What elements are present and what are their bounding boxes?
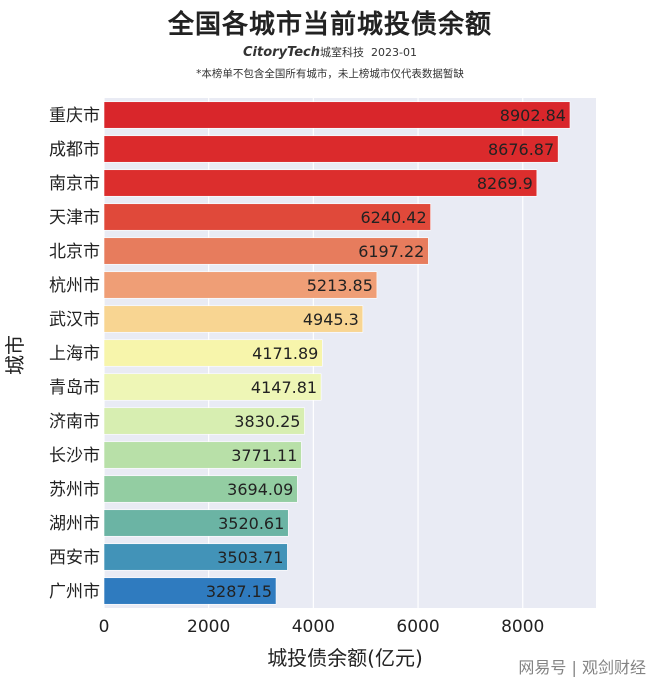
value-label-9: 3830.25 (234, 412, 300, 431)
category-label-7: 上海市 (49, 344, 100, 364)
brand-name: 城室科技 (320, 46, 365, 59)
bar-10 (103, 441, 302, 469)
category-label-6: 武汉市 (49, 310, 100, 330)
watermark: 网易号 | 观剑财经 (518, 658, 646, 677)
category-label-1: 成都市 (49, 140, 100, 160)
bar-2 (103, 169, 538, 197)
x-tick-label-4: 8000 (501, 617, 544, 637)
value-label-3: 6240.42 (360, 208, 426, 227)
category-label-14: 广州市 (49, 582, 100, 602)
value-label-6: 4945.3 (303, 310, 359, 329)
bar-5 (103, 271, 378, 299)
value-label-12: 3520.61 (218, 514, 284, 533)
value-label-10: 3771.11 (231, 446, 297, 465)
brand-line: CitoryTech城室科技 2023-01 (0, 44, 660, 60)
bar-9 (103, 407, 305, 435)
category-label-5: 杭州市 (49, 276, 100, 296)
y-axis-label: 城市 (3, 335, 27, 375)
category-label-8: 青岛市 (49, 378, 100, 398)
value-label-14: 3287.15 (206, 582, 272, 601)
value-label-13: 3503.71 (217, 548, 283, 567)
brand-date: 2023-01 (371, 46, 417, 59)
bar-4 (103, 237, 429, 265)
value-label-11: 3694.09 (227, 480, 293, 499)
chart-note: *本榜单不包含全国所有城市，未上榜城市仅代表数据暂缺 (196, 68, 464, 80)
value-label-2: 8269.9 (477, 174, 533, 193)
category-label-12: 湖州市 (49, 514, 100, 534)
x-tick-label-3: 6000 (396, 617, 439, 637)
category-label-2: 南京市 (49, 174, 100, 194)
bar-7 (103, 339, 323, 367)
category-label-0: 重庆市 (49, 106, 100, 126)
value-label-5: 5213.85 (307, 276, 373, 295)
bar-14 (103, 577, 277, 605)
bar-6 (103, 305, 364, 333)
bar-0 (103, 101, 571, 129)
x-tick-label-2: 4000 (292, 617, 335, 637)
value-label-4: 6197.22 (358, 242, 424, 261)
category-label-13: 西安市 (49, 548, 100, 568)
bar-3 (103, 203, 431, 231)
value-label-1: 8676.87 (488, 140, 554, 159)
brand-logo: CitoryTech (243, 45, 321, 60)
x-axis-label: 城投债余额(亿元) (267, 646, 423, 670)
value-label-8: 4147.81 (251, 378, 317, 397)
bar-1 (103, 135, 559, 163)
bar-13 (103, 543, 288, 571)
bar-11 (103, 475, 298, 503)
category-label-9: 济南市 (49, 412, 100, 432)
category-label-10: 长沙市 (49, 446, 100, 466)
category-label-4: 北京市 (49, 242, 100, 262)
chart-title: 全国各城市当前城投债余额 (167, 10, 492, 40)
value-label-0: 8902.84 (500, 106, 566, 125)
x-tick-label-0: 0 (99, 617, 110, 637)
value-label-7: 4171.89 (252, 344, 318, 363)
category-label-11: 苏州市 (49, 480, 100, 500)
category-label-3: 天津市 (49, 208, 100, 228)
bar-8 (103, 373, 322, 401)
x-tick-label-1: 2000 (187, 617, 230, 637)
bar-12 (103, 509, 289, 537)
